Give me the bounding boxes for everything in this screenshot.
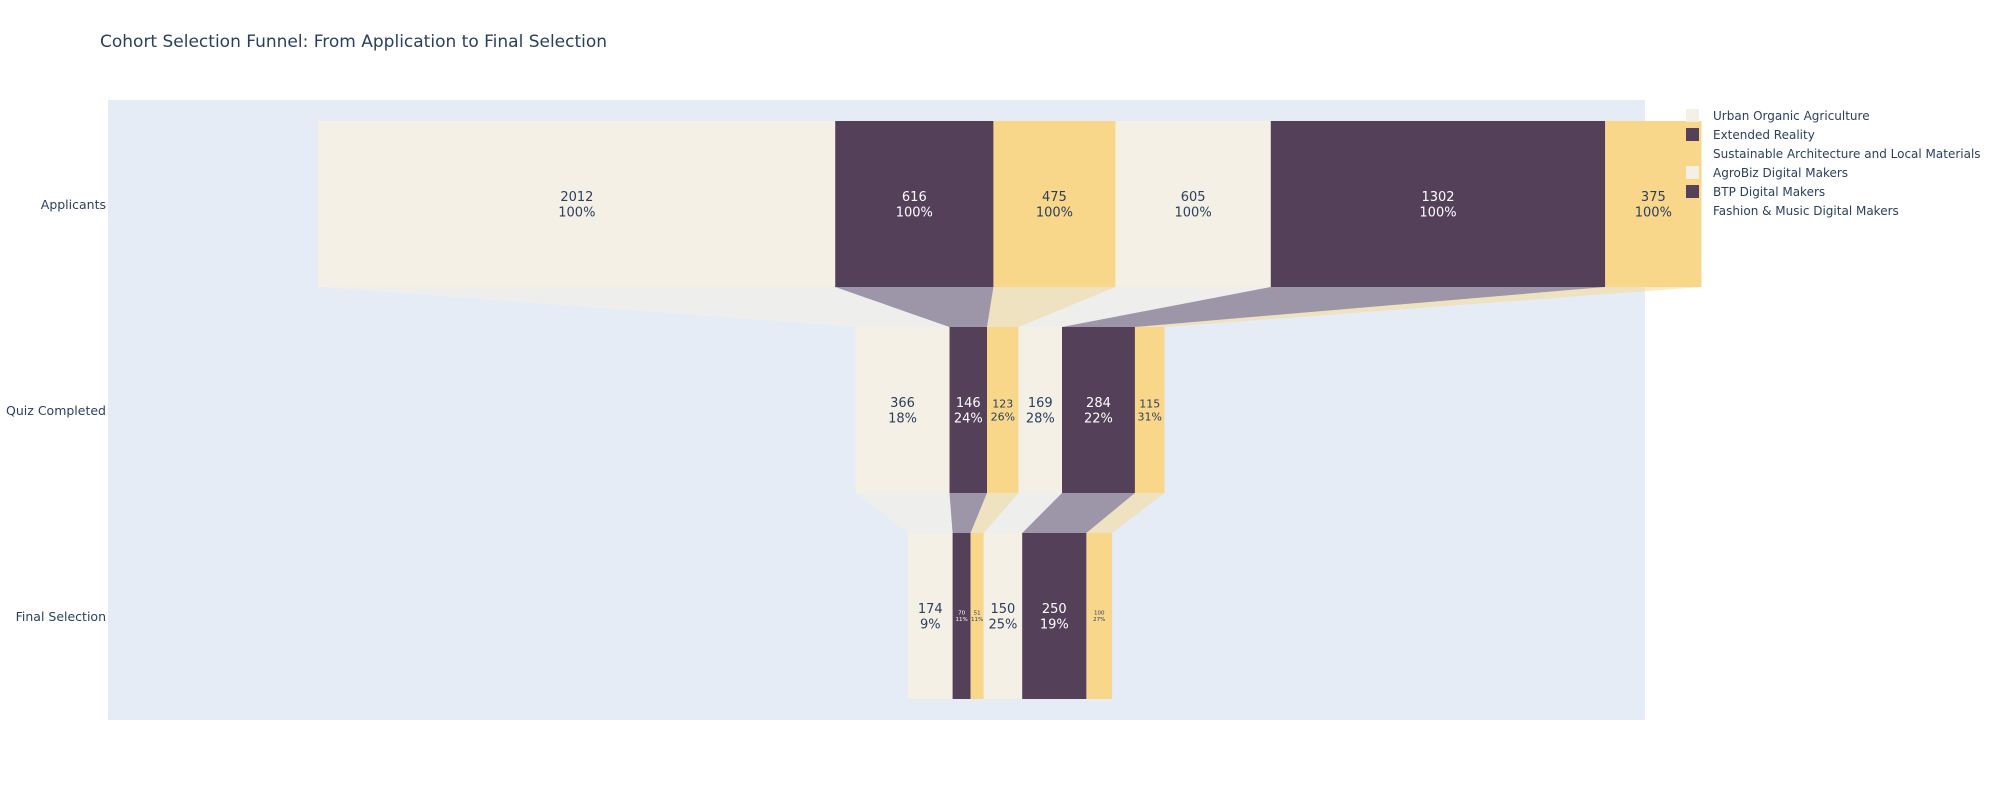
value-label-fashion-and-music-digital-makers-final-selection: 100 (1094, 611, 1105, 617)
stage-axis-labels: Applicants Quiz Completed Final Selection (6, 197, 106, 624)
connector-sustainable-architecture-and-local-materials-1 (970, 493, 1019, 533)
legend-swatch (1686, 166, 1699, 179)
value-label-sustainable-architecture-and-local-materials-final-selection: 51 (974, 611, 981, 617)
connector-fashion-and-music-digital-makers-1 (1086, 493, 1165, 533)
value-label-sustainable-architecture-and-local-materials-quiz-completed: 123 (992, 397, 1013, 410)
legend-label: Extended Reality (1713, 127, 1815, 142)
percent-label-extended-reality-quiz-completed: 24% (954, 411, 983, 426)
percent-label-extended-reality-applicants: 100% (896, 205, 933, 220)
bar-fashion-and-music-digital-makers-quiz-completed[interactable] (1134, 327, 1165, 493)
connector-urban-organic-agriculture-1 (855, 493, 953, 533)
stage-label-quiz-completed: Quiz Completed (6, 403, 106, 418)
value-label-sustainable-architecture-and-local-materials-applicants: 475 (1042, 190, 1067, 205)
bar-urban-organic-agriculture-final-selection[interactable] (907, 533, 953, 699)
percent-label-sustainable-architecture-and-local-materials-applicants: 100% (1036, 205, 1073, 220)
connector-agrobiz-digital-makers-1 (983, 493, 1063, 533)
bar-sustainable-architecture-and-local-materials-final-selection[interactable] (970, 533, 984, 699)
stage-label-final-selection: Final Selection (16, 609, 106, 624)
value-label-agrobiz-digital-makers-applicants: 605 (1181, 190, 1206, 205)
value-label-extended-reality-applicants: 616 (902, 190, 927, 205)
connector-btp-digital-makers-0 (1062, 287, 1606, 327)
legend-label: Sustainable Architecture and Local Mater… (1713, 146, 1981, 161)
legend-label: BTP Digital Makers (1713, 184, 1826, 199)
stage-connectors (318, 287, 1702, 533)
bar-btp-digital-makers-final-selection[interactable] (1022, 533, 1087, 699)
value-label-urban-organic-agriculture-applicants: 2012 (560, 190, 593, 205)
value-label-extended-reality-quiz-completed: 146 (956, 396, 981, 411)
value-label-btp-digital-makers-final-selection: 250 (1042, 602, 1067, 617)
percent-label-fashion-and-music-digital-makers-final-selection: 27% (1093, 617, 1105, 623)
percent-label-fashion-and-music-digital-makers-applicants: 100% (1635, 205, 1672, 220)
connector-extended-reality-1 (949, 493, 988, 533)
bar-extended-reality-quiz-completed[interactable] (949, 327, 988, 493)
bar-sustainable-architecture-and-local-materials-quiz-completed[interactable] (987, 327, 1019, 493)
bar-btp-digital-makers-applicants[interactable] (1270, 121, 1606, 287)
funnel-bars (318, 121, 1702, 699)
value-label-btp-digital-makers-applicants: 1302 (1421, 190, 1454, 205)
value-label-extended-reality-final-selection: 70 (958, 611, 965, 617)
percent-label-sustainable-architecture-and-local-materials-final-selection: 11% (971, 617, 983, 623)
legend-label: Urban Organic Agriculture (1713, 108, 1870, 123)
bar-btp-digital-makers-quiz-completed[interactable] (1062, 327, 1135, 493)
bar-labels: 2012100%616100%475100%605100%1302100%375… (558, 190, 1672, 633)
legend-label: AgroBiz Digital Makers (1713, 165, 1849, 180)
chart-title: Cohort Selection Funnel: From Applicatio… (100, 32, 608, 52)
value-label-fashion-and-music-digital-makers-quiz-completed: 115 (1139, 397, 1160, 410)
connector-btp-digital-makers-1 (1022, 493, 1135, 533)
bar-urban-organic-agriculture-quiz-completed[interactable] (855, 327, 950, 493)
connector-sustainable-architecture-and-local-materials-0 (987, 287, 1116, 327)
stage-label-applicants: Applicants (41, 197, 106, 212)
connector-extended-reality-0 (835, 287, 994, 327)
percent-label-agrobiz-digital-makers-applicants: 100% (1175, 205, 1212, 220)
connector-fashion-and-music-digital-makers-0 (1134, 287, 1702, 327)
legend-item-agrobiz-digital-makers[interactable]: AgroBiz Digital Makers (1686, 163, 1981, 182)
bar-extended-reality-applicants[interactable] (835, 121, 994, 287)
percent-label-fashion-and-music-digital-makers-quiz-completed: 31% (1137, 410, 1161, 423)
percent-label-agrobiz-digital-makers-quiz-completed: 28% (1026, 411, 1055, 426)
legend-swatch (1686, 109, 1699, 122)
bar-fashion-and-music-digital-makers-applicants[interactable] (1605, 121, 1702, 287)
bar-extended-reality-final-selection[interactable] (952, 533, 971, 699)
percent-label-extended-reality-final-selection: 11% (955, 617, 967, 623)
connector-agrobiz-digital-makers-0 (1018, 287, 1271, 327)
value-label-fashion-and-music-digital-makers-applicants: 375 (1641, 190, 1666, 205)
value-label-btp-digital-makers-quiz-completed: 284 (1086, 396, 1111, 411)
percent-label-urban-organic-agriculture-final-selection: 9% (920, 617, 941, 632)
bar-fashion-and-music-digital-makers-final-selection[interactable] (1086, 533, 1113, 699)
legend-item-fashion-and-music-digital-makers[interactable]: Fashion & Music Digital Makers (1686, 201, 1981, 220)
legend-swatch (1686, 185, 1699, 198)
value-label-agrobiz-digital-makers-quiz-completed: 169 (1028, 396, 1053, 411)
legend-swatch (1686, 147, 1699, 160)
percent-label-sustainable-architecture-and-local-materials-quiz-completed: 26% (991, 410, 1015, 423)
percent-label-btp-digital-makers-applicants: 100% (1419, 205, 1456, 220)
legend-item-btp-digital-makers[interactable]: BTP Digital Makers (1686, 182, 1981, 201)
legend-swatch (1686, 204, 1699, 217)
percent-label-btp-digital-makers-final-selection: 19% (1040, 617, 1069, 632)
legend-item-sustainable-architecture-and-local-materials[interactable]: Sustainable Architecture and Local Mater… (1686, 144, 1981, 163)
percent-label-urban-organic-agriculture-applicants: 100% (558, 205, 595, 220)
bar-agrobiz-digital-makers-final-selection[interactable] (983, 533, 1023, 699)
percent-label-urban-organic-agriculture-quiz-completed: 18% (888, 411, 917, 426)
percent-label-btp-digital-makers-quiz-completed: 22% (1084, 411, 1113, 426)
legend: Urban Organic Agriculture Extended Realit… (1686, 106, 1981, 220)
bar-urban-organic-agriculture-applicants[interactable] (318, 121, 836, 287)
bar-agrobiz-digital-makers-applicants[interactable] (1115, 121, 1271, 287)
legend-item-urban-organic-agriculture[interactable]: Urban Organic Agriculture (1686, 106, 1981, 125)
value-label-urban-organic-agriculture-final-selection: 174 (918, 602, 943, 617)
legend-label: Fashion & Music Digital Makers (1713, 203, 1899, 218)
bar-agrobiz-digital-makers-quiz-completed[interactable] (1018, 327, 1063, 493)
value-label-agrobiz-digital-makers-final-selection: 150 (991, 602, 1016, 617)
percent-label-agrobiz-digital-makers-final-selection: 25% (988, 617, 1017, 632)
value-label-urban-organic-agriculture-quiz-completed: 366 (890, 396, 915, 411)
connector-urban-organic-agriculture-0 (318, 287, 950, 327)
legend-item-extended-reality[interactable]: Extended Reality (1686, 125, 1981, 144)
legend-swatch (1686, 128, 1699, 141)
bar-sustainable-architecture-and-local-materials-applicants[interactable] (993, 121, 1116, 287)
